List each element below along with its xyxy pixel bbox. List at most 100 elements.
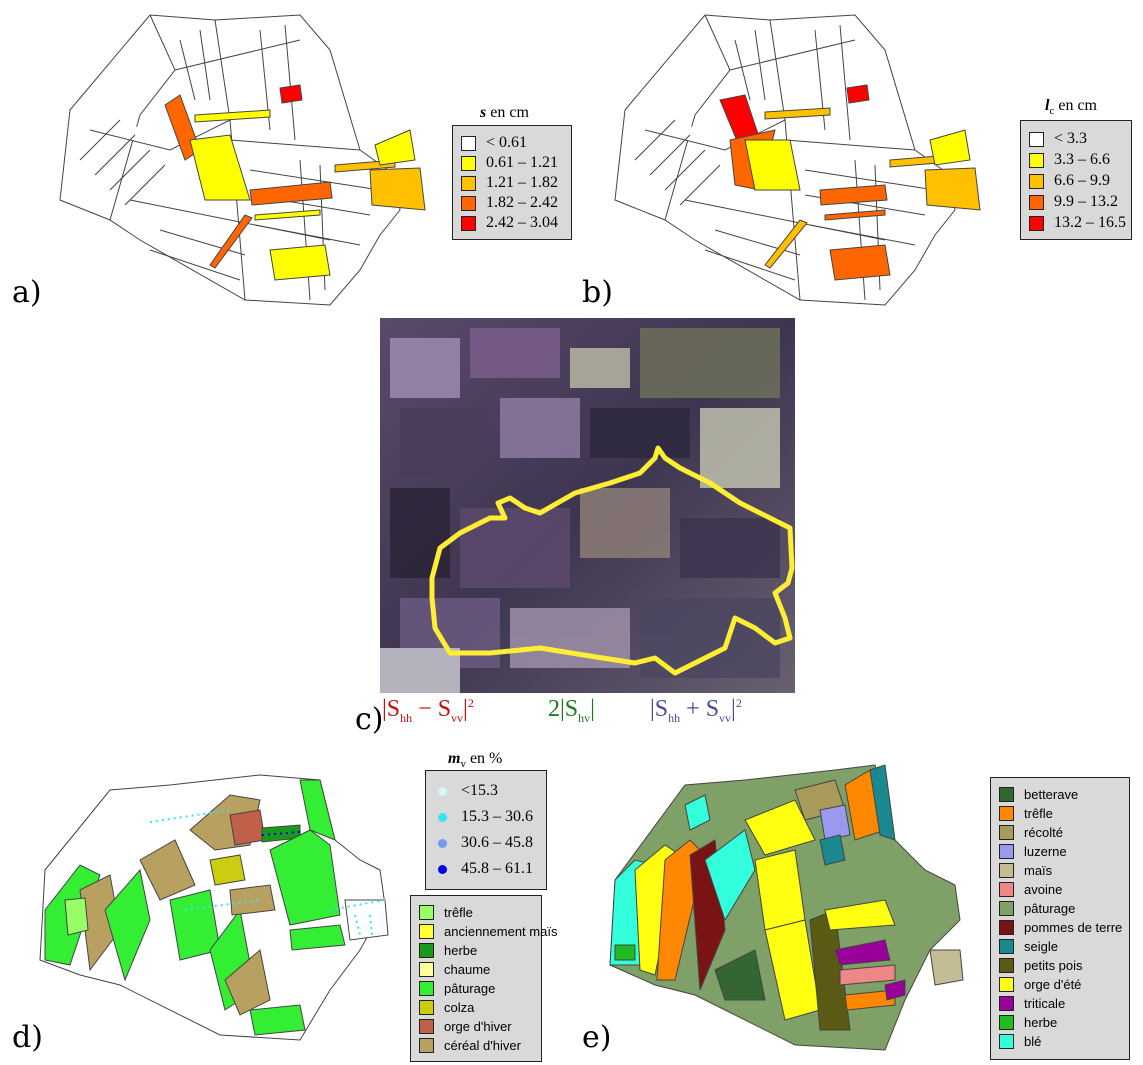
field-patch [139, 839, 196, 901]
legend-label: <15.3 [461, 782, 499, 799]
legend-item: céréal d'hiver [419, 1035, 521, 1055]
legend-swatch [419, 1018, 434, 1034]
legend-label: 3.3 – 6.6 [1054, 151, 1110, 168]
formula-green-channel: 2|Shv| [548, 696, 595, 725]
legend-label: colza [444, 999, 475, 1015]
legend-item: 0.61 – 1.21 [461, 153, 558, 173]
field-patch [289, 924, 346, 951]
legend-swatch [419, 1037, 434, 1053]
legend-swatch [999, 919, 1014, 935]
field-patch [269, 244, 331, 281]
field-patch [209, 214, 253, 269]
legend-title: lc en cm [1045, 97, 1097, 118]
legend-swatch [419, 980, 434, 996]
legend-swatch [999, 786, 1014, 802]
legend-label: maïs [1024, 862, 1053, 878]
image-field [470, 328, 560, 378]
legend-swatch [419, 923, 434, 939]
legend-item: 13.2 – 16.5 [1029, 213, 1126, 233]
field-patch [64, 897, 89, 936]
image-field [390, 488, 450, 578]
parcel-map-crop-types [609, 764, 964, 1051]
field-patch [929, 949, 964, 986]
field-patch [744, 139, 801, 191]
legend-label: betterave [1024, 786, 1079, 802]
legend-item: anciennement maïs [419, 921, 557, 941]
field-patch [869, 764, 896, 841]
legend-label: avoine [1024, 881, 1063, 897]
legend-swatch [999, 900, 1014, 916]
legend-item: betterave [999, 784, 1078, 804]
legend-item: seigle [999, 936, 1058, 956]
legend-item: herbe [419, 940, 477, 960]
field-boundary [79, 119, 166, 206]
panel-b: < 3.3 3.3 – 6.6 6.6 – 9.9 9.9 – 13.2 13.… [585, 0, 1143, 315]
panel-label-b: b) [582, 275, 613, 310]
field-patch [614, 944, 636, 961]
legend-item: < 0.61 [461, 133, 527, 153]
panel-a: < 0.61 0.61 – 1.21 1.21 – 1.82 1.82 – 2.… [0, 0, 580, 315]
field-patch [764, 107, 831, 120]
field-patch [269, 829, 341, 926]
legend-swatch [419, 961, 434, 977]
legend-label: orge d'hiver [444, 1018, 512, 1034]
field-patch [344, 899, 389, 941]
legend-swatch [461, 215, 476, 231]
legend-label: herbe [1024, 1014, 1058, 1030]
legend-swatch [461, 155, 476, 171]
image-field [390, 338, 460, 398]
legend-item: 30.6 – 45.8 [438, 833, 533, 853]
study-area-outline [429, 445, 795, 676]
legend-swatch [461, 175, 476, 191]
panel-label-a: a) [12, 275, 42, 310]
field-boundary [634, 119, 721, 206]
legend-swatch [999, 938, 1014, 954]
legend-swatch [999, 805, 1014, 821]
legend-crop-types-e: betterave trêfle récolté luzerne maïs av… [990, 777, 1130, 1060]
parcel-map-correlation-length [614, 14, 981, 306]
field-patch [846, 84, 870, 104]
legend-swatch [999, 957, 1014, 973]
legend-item: chaume [419, 959, 490, 979]
panel-label-c: c) [355, 702, 384, 737]
legend-crop-types-d: trêfle anciennement maïs herbe chaume pâ… [410, 895, 557, 1062]
legend-label: petits pois [1024, 957, 1083, 973]
field-boundary [229, 139, 361, 151]
legend-label: 2.42 – 3.04 [486, 214, 558, 231]
field-patch [104, 868, 151, 982]
legend-item: orge d'été [999, 974, 1081, 994]
field-patch [829, 244, 891, 281]
panel-d: <15.3 15.3 – 30.6 30.6 – 45.8 45.8 – 61.… [0, 750, 560, 1065]
legend-item: 3.3 – 6.6 [1029, 150, 1110, 170]
image-field [500, 398, 580, 458]
field-patch [249, 181, 333, 206]
legend-swatch [1029, 131, 1044, 147]
legend-label: céréal d'hiver [444, 1037, 521, 1053]
legend-label: 0.61 – 1.21 [486, 154, 558, 171]
legend-item: trêfle [999, 803, 1053, 823]
legend-marker [438, 786, 447, 796]
legend-swatch [999, 881, 1014, 897]
legend-label: luzerne [1024, 843, 1067, 859]
moisture-sample-line [261, 831, 301, 836]
legend-roughness: < 0.61 0.61 – 1.21 1.21 – 1.82 1.82 – 2.… [452, 125, 572, 240]
field-patch [369, 167, 426, 211]
legend-item: 1.82 – 2.42 [461, 193, 558, 213]
formula-blue-channel: |Shh + Svv|2 [650, 696, 742, 725]
legend-label: 9.9 – 13.2 [1054, 193, 1118, 210]
field-patch [884, 979, 906, 1001]
field-patch [819, 184, 888, 206]
image-field [640, 598, 780, 678]
field-boundary [174, 39, 301, 71]
legend-item: 2.42 – 3.04 [461, 213, 558, 233]
legend-marker [438, 838, 447, 848]
legend-label: 45.8 – 61.1 [461, 860, 533, 877]
legend-title: s en cm [480, 104, 529, 121]
legend-item: récolté [999, 822, 1063, 842]
panel-e: betterave trêfle récolté luzerne maïs av… [595, 760, 1143, 1065]
field-patch [229, 809, 266, 846]
field-boundary [704, 229, 801, 281]
field-patch [744, 799, 816, 856]
field-patch [839, 964, 896, 986]
legend-label: 1.21 – 1.82 [486, 174, 558, 191]
